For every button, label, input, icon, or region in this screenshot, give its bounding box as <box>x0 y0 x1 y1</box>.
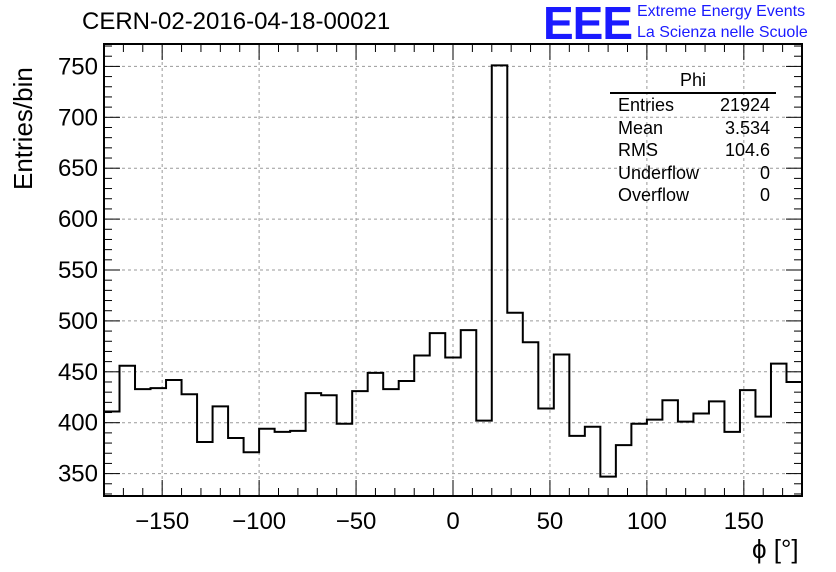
histogram-bin <box>647 420 663 496</box>
histogram-bin <box>569 436 585 496</box>
stats-label: Mean <box>618 117 664 138</box>
axis-ticks <box>103 44 803 496</box>
stats-row-underflow: Underflow 0 <box>610 162 776 185</box>
stats-row-rms: RMS 104.6 <box>610 139 776 162</box>
stats-label: Overflow <box>618 185 690 205</box>
histogram-bin <box>709 401 725 496</box>
x-tick-label: 100 <box>627 508 667 535</box>
y-tick-label: 350 <box>58 461 98 488</box>
plot-frame <box>103 43 803 497</box>
histogram-bin <box>461 330 477 496</box>
histogram-bin <box>244 452 260 496</box>
histogram-bin <box>538 408 554 496</box>
y-tick-label: 550 <box>58 257 98 284</box>
histogram-bin <box>151 388 167 496</box>
histogram-bin <box>337 424 353 496</box>
y-tick-label: 400 <box>58 410 98 437</box>
histogram-bin <box>135 389 151 496</box>
histogram-bin <box>678 422 694 496</box>
x-tick-label: 0 <box>446 508 459 535</box>
stats-value: 3.534 <box>724 117 770 138</box>
stats-value: 104.6 <box>724 140 770 160</box>
histogram-bin <box>228 438 244 496</box>
histogram-bin <box>306 393 322 496</box>
y-tick-label: 750 <box>58 53 98 80</box>
stats-value: 0 <box>759 185 770 205</box>
histogram-bin <box>399 381 415 496</box>
histogram-bin <box>724 432 740 496</box>
y-axis-label: Entries/bin <box>8 67 38 190</box>
histogram-bin <box>554 354 570 496</box>
stats-title: Phi <box>610 70 776 94</box>
stats-box: Phi Entries 21924 Mean 3.534 RMS 104.6 Unde… <box>610 70 776 207</box>
histogram-bin <box>275 432 291 496</box>
histogram-bin <box>585 427 601 496</box>
x-axis-label: ϕ [°] <box>752 534 799 564</box>
histogram-bin <box>166 380 182 496</box>
histogram-bin <box>182 394 198 496</box>
histogram-bin <box>290 431 306 496</box>
histogram-bin <box>383 389 399 496</box>
histogram-bin <box>771 364 787 496</box>
histogram-bin <box>662 400 678 496</box>
histogram-bin <box>352 391 368 496</box>
stats-value: 0 <box>759 162 770 183</box>
stats-label: Entries <box>618 95 675 115</box>
histogram-bin <box>476 421 492 496</box>
histogram-bin <box>740 390 756 496</box>
stats-value: 21924 <box>719 95 770 115</box>
histogram-bin <box>430 333 446 496</box>
histogram-bin <box>631 424 647 496</box>
x-tick-labels: −150 −100 −50 0 50 100 150 <box>135 508 764 535</box>
histogram-bin <box>755 417 771 496</box>
x-tick-label: −50 <box>336 508 377 535</box>
histogram-bin <box>786 382 802 496</box>
histogram-bin <box>616 445 632 496</box>
x-tick-label: 50 <box>537 508 564 535</box>
x-tick-label: −100 <box>232 508 286 535</box>
logo-caption-line2: La Scienza nelle Scuole <box>637 24 808 41</box>
y-tick-label: 450 <box>58 359 98 386</box>
histogram-bin <box>693 414 709 496</box>
chart-title: CERN-02-2016-04-18-00021 <box>82 8 391 35</box>
y-tick-label: 600 <box>58 206 98 233</box>
histogram-bin <box>523 342 539 496</box>
y-tick-labels: 350 400 450 500 550 600 650 700 750 <box>58 53 98 487</box>
y-tick-label: 650 <box>58 155 98 182</box>
stats-label: RMS <box>618 140 658 160</box>
grid-lines <box>104 44 802 496</box>
stats-row-overflow: Overflow 0 <box>610 184 776 207</box>
y-tick-label: 700 <box>58 104 98 131</box>
histogram-bin <box>259 429 275 496</box>
stats-row-mean: Mean 3.534 <box>610 117 776 140</box>
stats-row-entries: Entries 21924 <box>610 94 776 117</box>
histogram-bin <box>507 313 523 496</box>
histogram-bin <box>213 406 229 496</box>
histogram-bin <box>120 366 136 496</box>
stats-label: Underflow <box>618 162 700 183</box>
logo-caption-line1: Extreme Energy Events <box>637 3 806 20</box>
y-tick-label: 500 <box>58 308 98 335</box>
histogram-bin <box>368 373 384 496</box>
histogram-bin <box>492 65 508 496</box>
x-tick-label: −150 <box>135 508 189 535</box>
eee-logo: EEE <box>543 0 633 49</box>
histogram-bin <box>414 356 430 496</box>
histogram-bin <box>197 442 213 496</box>
x-tick-label: 150 <box>724 508 764 535</box>
histogram-bin <box>321 395 337 496</box>
histogram-step-line <box>104 64 802 478</box>
histogram-bin <box>445 358 461 496</box>
